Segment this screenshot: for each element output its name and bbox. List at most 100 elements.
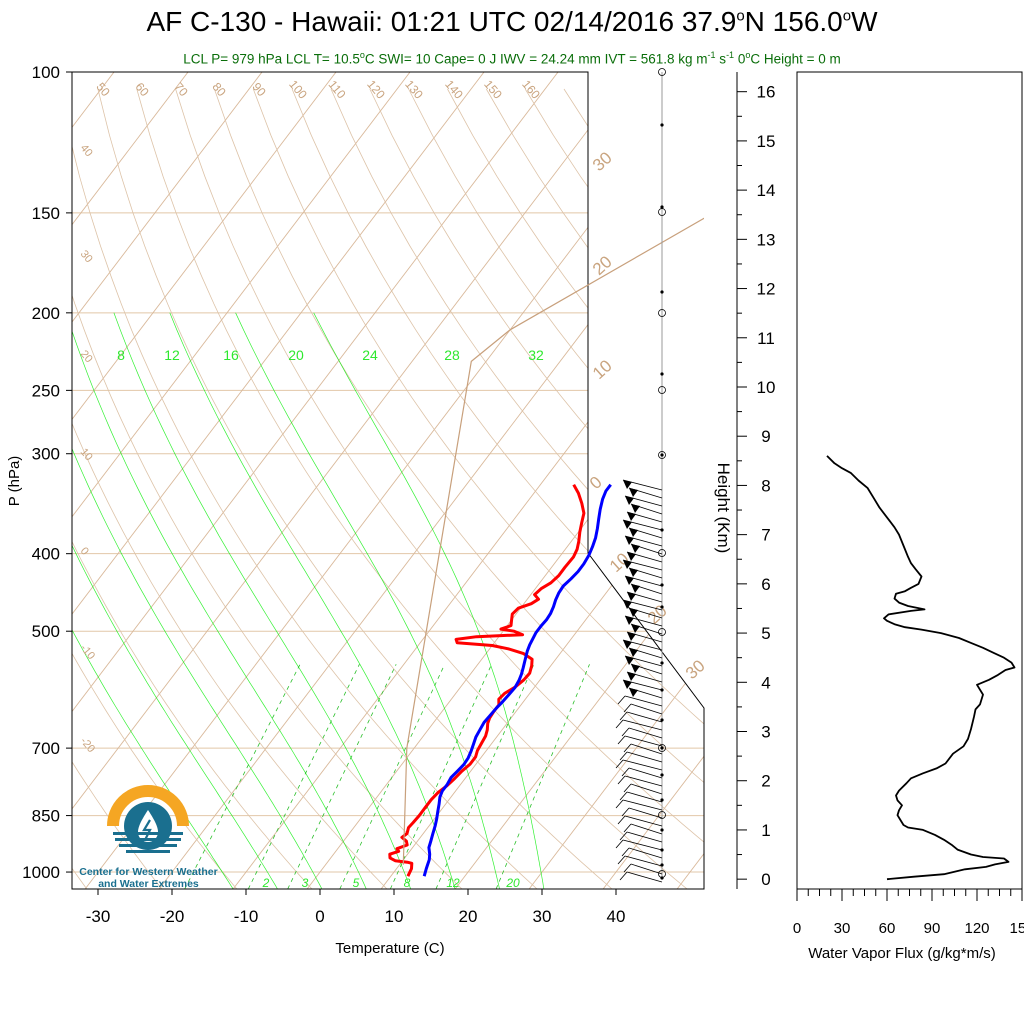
wind-barb-feather [619, 711, 628, 721]
wind-level-dot [660, 876, 664, 880]
mixing-ratio-label-bottom: 2 [262, 876, 270, 890]
isotherm-line [528, 72, 704, 889]
isotherm-line [72, 72, 485, 889]
wind-barb-feather [623, 823, 632, 833]
dry-adiabat-label: 140 [442, 77, 466, 102]
logo-caption-line-2: and Water Extremes [98, 878, 199, 890]
pressure-tick-label: 100 [32, 63, 60, 82]
wind-barb-flag [627, 512, 636, 521]
isotherm-label: -20 [78, 735, 97, 755]
flux-tick-label: 60 [879, 920, 896, 937]
dry-adiabat-line [330, 88, 704, 889]
height-axis-label: Height (Km) [714, 463, 733, 554]
flux-tick-label: 30 [834, 920, 851, 937]
wind-barb-feather [619, 831, 628, 841]
temperature-tick-label: -20 [160, 907, 185, 926]
isotherm-line [84, 72, 704, 889]
calm-wind-circle [658, 386, 666, 394]
moist-adiabat-line [169, 312, 456, 889]
dry-adiabat-label: 160 [519, 77, 543, 102]
wind-barb-flag [623, 520, 632, 529]
temperature-tick-label: -10 [234, 907, 259, 926]
wind-level-dot [660, 863, 664, 867]
wind-barb-flag [629, 528, 638, 537]
pressure-tick-label: 700 [32, 739, 60, 758]
height-tick-label: 16 [757, 83, 776, 102]
dry-adiabat-line [175, 88, 704, 889]
wind-level-dot [660, 605, 664, 609]
moist-adiabat-line [113, 312, 412, 889]
dry-adiabat-label: 60 [132, 80, 152, 99]
wind-barb [626, 751, 663, 763]
mixing-ratio-label-bottom: 8 [404, 876, 411, 890]
wind-barb-feather [617, 775, 626, 785]
wind-barb [630, 783, 663, 795]
height-tick-label: 4 [761, 673, 770, 692]
wind-barb-feather [623, 783, 632, 793]
moist-adiabat-line [72, 312, 234, 889]
mixing-ratio-line [389, 664, 492, 889]
isotherm-label: 0 [78, 545, 91, 557]
pressure-axis-label: P (hPa) [6, 456, 23, 507]
dry-adiabat-label: 120 [364, 77, 388, 102]
temperature-tick-label: 40 [607, 907, 626, 926]
flux-tick-label: 90 [924, 920, 941, 937]
logo-caption: Center for Western Weather and Water Ext… [66, 866, 231, 890]
background-lines [72, 72, 704, 889]
calm-wind-circle [658, 870, 666, 878]
mixing-ratio-line [287, 664, 397, 889]
wind-level-dot [660, 798, 664, 802]
mixing-ratio-label: 20 [288, 347, 304, 363]
wind-level-dot [660, 453, 664, 457]
dry-adiabat-label: 70 [171, 80, 191, 99]
wind-barb [624, 695, 663, 707]
temperature-tick-label: 10 [385, 907, 404, 926]
wind-barb [628, 847, 663, 859]
height-tick-label: 12 [757, 280, 776, 299]
height-tick-label: 13 [757, 230, 776, 249]
calm-wind-circle [658, 309, 666, 317]
chart-subtitle: LCL P= 979 hPa LCL T= 10.5oC SWI= 10 Cap… [183, 50, 841, 67]
wind-barb-flag [625, 496, 634, 505]
wind-barb-flag [625, 576, 634, 585]
mixing-ratio-label: 12 [164, 347, 180, 363]
wind-barb-flag [631, 584, 640, 593]
isotherm-line [72, 72, 337, 889]
mixing-ratio-label-bottom: 3 [302, 876, 309, 890]
wind-barb-feather [619, 751, 628, 761]
pressure-tick-label: 150 [32, 204, 60, 223]
height-tick-label: 8 [761, 476, 770, 495]
wind-barb [622, 759, 663, 771]
isotherm-line [72, 72, 263, 889]
wind-barb-feather [615, 759, 624, 769]
moist-adiabat-line [235, 312, 500, 889]
wind-barb-flag [627, 592, 636, 601]
calm-wind-circle [658, 744, 666, 752]
temperature-tick-label: 30 [533, 907, 552, 926]
pressure-tick-label: 300 [32, 445, 60, 464]
dry-adiabat-line [369, 88, 704, 889]
mixing-ratio-label: 16 [223, 347, 239, 363]
height-tick-label: 9 [761, 427, 770, 446]
wind-barb-flag [631, 624, 640, 633]
dry-adiabat-line [72, 88, 388, 889]
moist-adiabat-line [313, 312, 545, 889]
wind-barb-feather [621, 847, 630, 857]
wind-level-dot [660, 205, 664, 209]
dry-adiabat-line [214, 88, 704, 889]
dry-adiabat-line [291, 88, 704, 889]
isotherm-label: 40 [78, 142, 95, 159]
mixing-ratio-label: 32 [528, 347, 544, 363]
dry-adiabat-line [136, 88, 688, 889]
wind-barb-flag [629, 688, 638, 697]
isotherm-line [72, 72, 411, 889]
isotherm-label: 30 [78, 248, 95, 265]
wind-barb [624, 775, 663, 787]
wind-barb [622, 719, 663, 731]
dry-adiabat-label: 80 [209, 80, 229, 99]
isotherm-label: 10 [78, 446, 95, 463]
height-tick-label: 11 [757, 329, 775, 348]
wind-level-dot [660, 746, 664, 750]
wind-barb [626, 871, 663, 883]
